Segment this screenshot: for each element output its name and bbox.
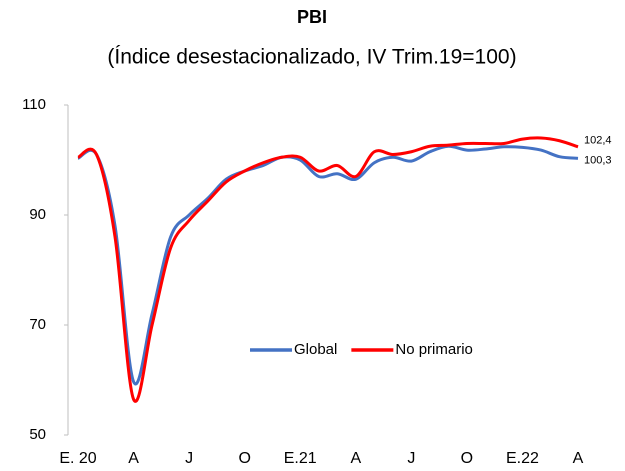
series-line: [77, 144, 579, 386]
chart-subtitle: (Índice desestacionalizado, IV Trim.19=1…: [107, 46, 516, 69]
x-tick-label: E.21: [284, 450, 317, 467]
x-tick-label: A: [573, 450, 584, 467]
y-tick-label: 90: [29, 206, 46, 223]
x-tick-label: J: [407, 450, 415, 467]
legend-label: No primario: [395, 341, 473, 358]
x-tick-label: A: [128, 450, 139, 467]
y-tick-label: 50: [29, 426, 46, 443]
series-line: [77, 136, 579, 403]
x-tick-label: J: [185, 450, 193, 467]
x-tick-label: O: [238, 450, 250, 467]
y-tick-label: 70: [29, 316, 46, 333]
x-tick-label: E. 20: [59, 450, 96, 467]
y-tick-label: 110: [22, 96, 46, 113]
chart-title: PBI: [297, 7, 327, 27]
x-tick-label: A: [350, 450, 361, 467]
data-label: 100,3: [584, 154, 612, 166]
x-tick-label: E.22: [506, 450, 539, 467]
x-tick-label: O: [461, 450, 473, 467]
legend-label: Global: [294, 341, 337, 358]
data-label: 102,4: [584, 135, 612, 147]
